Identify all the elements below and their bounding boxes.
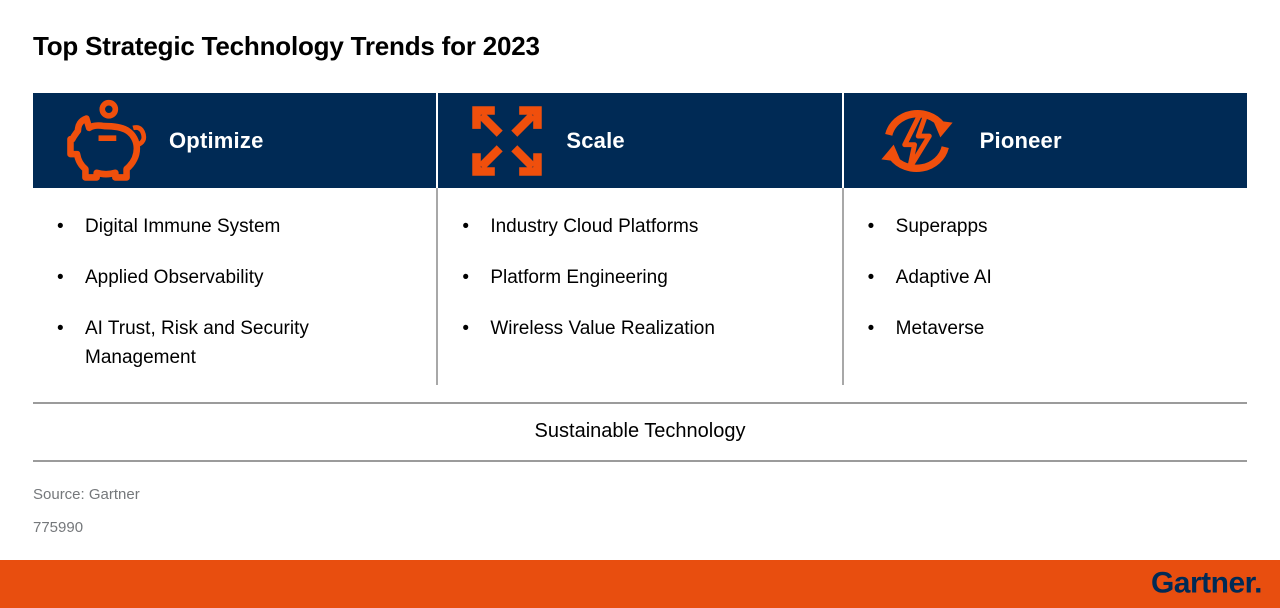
bullet-icon: • [462,216,469,237]
list-item: • Digital Immune System [33,212,436,241]
list-item: • Wireless Value Realization [438,314,841,343]
trend-label: Metaverse [895,318,985,339]
pioneer-trends-list: • Superapps • Adaptive AI • Metaverse [841,188,1247,385]
trend-label: AI Trust, Risk and Security Management [85,318,309,368]
trend-label: Platform Engineering [490,267,668,288]
scale-trends-list: • Industry Cloud Platforms • Platform Engi… [436,188,841,385]
list-item: • Platform Engineering [438,263,841,292]
expand-arrows-icon [468,102,546,180]
bullet-icon: • [867,216,875,237]
trend-label: Applied Observability [85,267,264,288]
piggy-bank-icon [63,98,149,184]
list-item: • Industry Cloud Platforms [438,212,841,241]
header-label-optimize: Optimize [169,127,264,153]
bullet-icon: • [867,318,875,339]
header-scale: Scale [436,93,841,188]
header-label-scale: Scale [566,127,625,153]
table-header-row: Optimize Scale [33,93,1247,188]
trend-label: Industry Cloud Platforms [490,216,699,237]
table-body-row: • Digital Immune System • Applied Observab… [33,188,1247,385]
bullet-icon: • [57,216,64,237]
source-attribution: Source: Gartner [33,486,140,503]
trend-label: Adaptive AI [895,267,992,288]
document-id: 775990 [33,519,84,536]
list-item: • AI Trust, Risk and Security Management [33,314,436,372]
divider-line-top [33,402,1247,404]
list-item: • Metaverse [844,314,1247,343]
sustainable-technology-row: Sustainable Technology [534,420,746,442]
header-optimize: Optimize [33,93,436,188]
gartner-logo: Gartner. [1150,566,1263,600]
brand-footer-bar: Gartner. [0,560,1280,608]
trend-label: Digital Immune System [85,216,281,237]
header-pioneer: Pioneer [841,93,1247,188]
optimize-trends-list: • Digital Immune System • Applied Observab… [33,188,436,385]
bullet-icon: • [462,267,469,288]
list-item: • Superapps [844,212,1247,241]
trend-label: Wireless Value Realization [490,318,715,339]
bullet-icon: • [462,318,469,339]
lightning-refresh-icon [874,101,960,181]
list-item: • Adaptive AI [844,263,1247,292]
trend-label: Superapps [895,216,988,237]
trends-table: Optimize Scale [33,93,1247,385]
bullet-icon: • [867,267,875,288]
page-title: Top Strategic Technology Trends for 2023 [33,31,540,61]
bullet-icon: • [57,267,64,288]
bullet-icon: • [57,318,64,339]
list-item: • Applied Observability [33,263,436,292]
divider-line-bottom [33,460,1247,462]
header-label-pioneer: Pioneer [979,127,1062,153]
